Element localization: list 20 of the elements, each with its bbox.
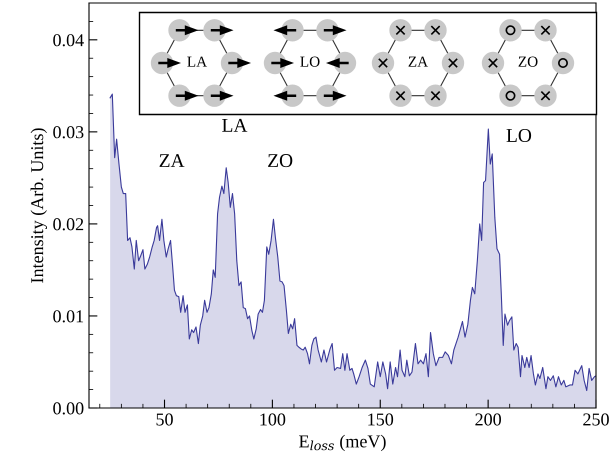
y-tick-label: 0.02 [53, 218, 84, 230]
annotation: LO [506, 128, 532, 142]
annotation: ZO [268, 154, 292, 168]
annotation: LA [187, 56, 208, 67]
annotation: ZO [518, 56, 538, 67]
y-tick-label: 0.00 [53, 402, 84, 415]
y-tick-label: 0.01 [53, 310, 84, 322]
annotation: LA [222, 118, 248, 132]
x-tick-label: 250 [583, 413, 609, 426]
x-axis-title: E$_{loss}$ (meV) [299, 434, 386, 452]
x-tick-label: 200 [475, 413, 501, 426]
annotation: LO [300, 56, 320, 67]
x-tick-label: 50 [156, 413, 173, 426]
x-tick-label: 100 [260, 413, 286, 426]
annotation: ZA [408, 56, 428, 67]
y-tick-label: 0.04 [53, 34, 84, 46]
y-tick-label: 0.03 [53, 126, 84, 138]
annotation: ZA [160, 154, 184, 167]
x-tick-label: 150 [368, 413, 394, 426]
y-axis-title: Intensity (Arb. Units) [30, 128, 47, 283]
